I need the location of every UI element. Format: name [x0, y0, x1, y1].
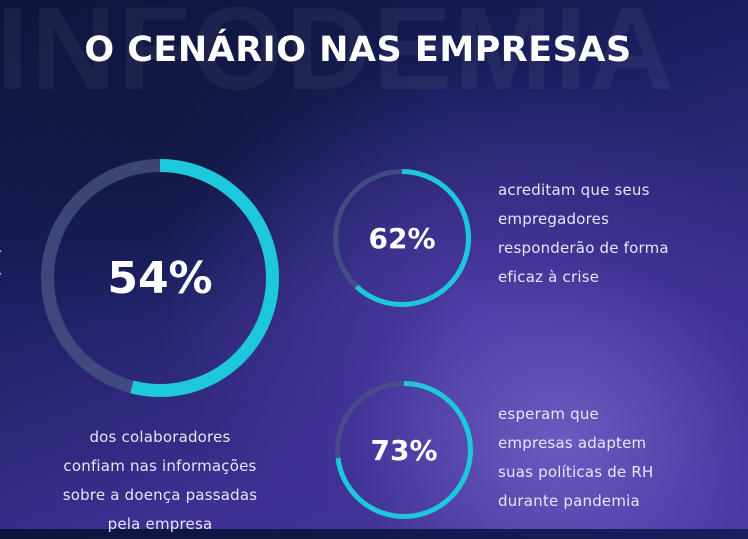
progress-ring	[335, 381, 473, 519]
page-title: O CENÁRIO NAS EMPRESAS	[84, 30, 632, 70]
progress-ring	[41, 159, 279, 397]
stat-value: 62%	[368, 221, 436, 255]
description-line: durante pandemia	[498, 492, 640, 510]
ring-progress-arc	[335, 381, 473, 519]
description-line: sobre a doença passadas	[62, 486, 258, 504]
ring-progress-arc	[41, 159, 279, 397]
description-line: empregadores	[498, 210, 610, 228]
ring-progress-arc	[333, 169, 471, 307]
progress-ring	[333, 169, 471, 307]
chevron-left-icon[interactable]	[0, 249, 13, 276]
description-line: eficaz à crise	[498, 268, 600, 286]
description-line: empresas adaptem	[498, 434, 647, 452]
background-watermark: INFODEMIA	[0, 0, 677, 115]
description-line: dos colaboradores	[89, 428, 231, 446]
description-line: confiam nas informações	[63, 457, 257, 475]
stat-ring-73: 73%	[334, 380, 474, 520]
description-line: esperam que	[498, 405, 599, 423]
stat-value: 73%	[370, 433, 438, 467]
stat-description-54: dos colaboradores confiam nas informaçõe…	[40, 423, 280, 539]
description-line: acreditam que seus	[498, 181, 650, 199]
stat-value: 54%	[107, 252, 213, 304]
description-line: pela empresa	[107, 515, 213, 533]
stat-ring-54: 54%	[40, 158, 280, 398]
description-line: responderão de forma	[498, 239, 669, 257]
stat-description-73: esperam que empresas adaptem suas políti…	[498, 400, 653, 516]
stat-ring-62: 62%	[332, 168, 472, 308]
stat-description-62: acreditam que seus empregadores responde…	[498, 176, 669, 292]
description-line: suas políticas de RH	[498, 463, 654, 481]
